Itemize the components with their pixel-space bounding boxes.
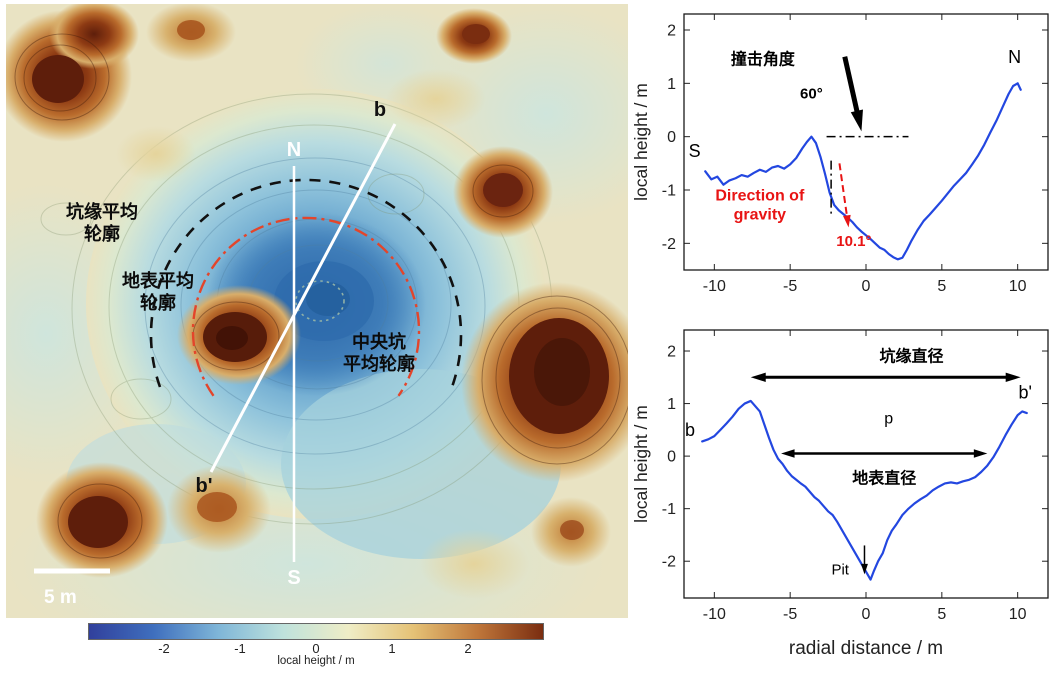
b-start-label: b: [374, 99, 386, 121]
arrowhead: [973, 449, 988, 458]
mound-bottom-center: [167, 465, 271, 553]
x-tick-label: 0: [862, 278, 871, 295]
annotation-text: 地表直径: [852, 468, 916, 487]
colorbar: -2 -1 0 1 2 local height / m: [88, 623, 544, 667]
svg-text:中央坑: 中央坑: [352, 331, 406, 352]
arrow: [838, 163, 849, 218]
plot-box: [683, 13, 1049, 271]
hill-top-left: [0, 0, 139, 142]
colorbar-tick: 2: [464, 641, 472, 656]
svg-text:轮廓: 轮廓: [84, 223, 120, 244]
colorbar-axis-label: local height / m: [277, 655, 355, 667]
scale-bar-label: 5 m: [44, 587, 77, 608]
colorbar-tick: 1: [388, 641, 396, 656]
central-pit-average-outline-dotted-circle: [295, 280, 345, 322]
arrowhead: [861, 563, 868, 575]
plot-area: [684, 330, 1048, 598]
x-tick-label: -5: [783, 278, 797, 295]
annotation-text: 撞击角度: [731, 50, 796, 69]
bb-profile-line: [209, 123, 397, 473]
svg-text:坑缘平均: 坑缘平均: [66, 201, 138, 222]
annotation-text: Direction of gravity: [715, 188, 805, 224]
arrowhead: [1005, 372, 1021, 382]
annotation-text: b': [1019, 382, 1032, 402]
annotation-text: S: [689, 141, 701, 161]
colorbar-tick: 0: [312, 641, 320, 656]
surface-outline-label: 地表平均 轮廓: [122, 270, 194, 313]
x-tick-label: 10: [1009, 606, 1027, 623]
hill-right-upper: [453, 146, 553, 238]
y-tick-label: 2: [667, 344, 676, 361]
x-tick-label: 5: [937, 278, 946, 295]
hill-right-large: [461, 282, 651, 482]
topo-map-panel: N S b b' 坑缘平均 轮廓 地表平均 轮廓 中央坑 平均轮廓 5 m: [0, 0, 676, 674]
hill-top-right-small: [436, 8, 512, 64]
y-axis-label: local height / m: [632, 405, 651, 523]
axis-ticks: [684, 330, 1048, 598]
y-tick-label: 0: [667, 129, 676, 146]
svg-text:平均轮廓: 平均轮廓: [343, 353, 415, 374]
annotation-text: 60°: [800, 85, 823, 102]
mound-top-center: [146, 2, 236, 62]
hill-bottom-left: [36, 462, 168, 578]
y-tick-label: 1: [667, 396, 676, 413]
colorbar-strip: [88, 623, 544, 640]
rim-average-outline-dashed-circle: [149, 178, 463, 388]
x-tick-label: 0: [862, 606, 871, 623]
rim-outline-label: 坑缘平均 轮廓: [66, 201, 138, 244]
y-tick-label: 2: [667, 23, 676, 40]
plot-area: [684, 14, 1048, 270]
y-tick-label: -2: [662, 554, 676, 571]
scale-bar: 5 m: [34, 568, 110, 608]
central-pit-outline-label: 中央坑 平均轮廓: [343, 331, 415, 374]
profile-line: [701, 399, 1028, 581]
y-tick-label: -1: [662, 183, 676, 200]
annotation-text: b: [685, 420, 695, 440]
annotation-text: 坑缘直径: [879, 347, 943, 366]
north-label: N: [287, 139, 301, 161]
x-tick-label: -10: [703, 278, 726, 295]
topo-map: N S b b' 坑缘平均 轮廓 地表平均 轮廓 中央坑 平均轮廓 5 m: [0, 0, 676, 674]
b-end-label: b': [196, 475, 213, 497]
profile-line: [704, 82, 1022, 261]
mound-small-2: [386, 69, 486, 129]
axis-ticks: [684, 14, 1048, 270]
y-tick-label: 0: [667, 449, 676, 466]
colorbar-ticks: -2 -1 0 1 2: [88, 640, 544, 656]
mound-bottom-right: [419, 497, 611, 599]
y-tick-label: 1: [667, 76, 676, 93]
x-tick-label: 10: [1009, 278, 1027, 295]
annotation-text: p: [884, 411, 893, 428]
surface-average-outline-dashdot-circle: [191, 216, 421, 397]
colorbar-tick: -2: [158, 641, 170, 656]
y-axis-label: local height / m: [632, 83, 651, 201]
plot-box: [683, 329, 1049, 599]
arrowhead: [781, 449, 795, 458]
crater-depression: [66, 89, 561, 559]
arrowhead: [843, 214, 851, 228]
arrowhead: [850, 109, 863, 132]
arrowhead: [750, 372, 766, 382]
x-axis-label: radial distance / m: [789, 638, 943, 659]
annotation-text: Pit: [831, 561, 849, 578]
x-tick-label: -10: [703, 606, 726, 623]
y-tick-label: -2: [662, 236, 676, 253]
annotation-text: N: [1008, 47, 1021, 67]
mound-small: [116, 126, 196, 182]
arrow: [842, 56, 861, 116]
y-tick-label: -1: [662, 501, 676, 518]
colorbar-tick: -1: [234, 641, 246, 656]
profile-charts-panel: -10 -5 0 5 10 -2 -1 0 1 2 local height / m 撞击角度 60° D…: [632, 0, 1062, 678]
svg-text:轮廓: 轮廓: [140, 292, 176, 313]
x-tick-label: 5: [937, 606, 946, 623]
x-tick-label: -5: [783, 606, 797, 623]
south-label: S: [287, 567, 300, 589]
annotation-text: 10.1°: [836, 233, 871, 250]
svg-text:地表平均: 地表平均: [122, 270, 194, 291]
